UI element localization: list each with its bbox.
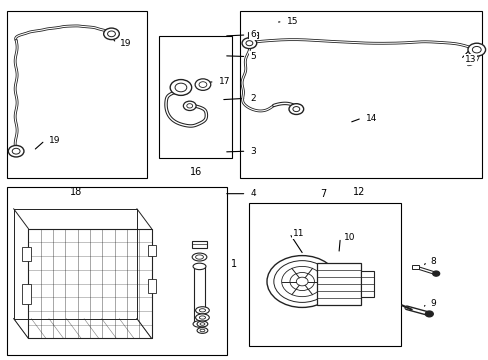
Circle shape [242, 38, 256, 49]
Circle shape [432, 271, 439, 276]
Circle shape [467, 43, 485, 56]
Circle shape [245, 41, 252, 46]
Bar [21, 284, 31, 304]
Ellipse shape [193, 263, 205, 270]
Circle shape [170, 80, 191, 95]
Text: 12: 12 [352, 187, 365, 197]
Ellipse shape [195, 255, 203, 259]
Text: 13: 13 [464, 55, 475, 64]
Circle shape [266, 256, 337, 307]
Text: 9: 9 [429, 299, 435, 307]
Circle shape [273, 261, 330, 302]
Text: 2: 2 [250, 94, 256, 103]
Text: 15: 15 [286, 17, 298, 26]
Ellipse shape [199, 316, 205, 319]
Bar [248, 32, 258, 38]
Bar [7, 11, 146, 178]
Text: 16: 16 [189, 167, 202, 177]
Text: 18: 18 [69, 187, 82, 197]
Bar [147, 245, 156, 256]
Text: 8: 8 [429, 256, 435, 265]
Bar [147, 279, 156, 293]
Circle shape [183, 101, 196, 111]
Bar [239, 11, 481, 178]
Circle shape [425, 311, 432, 317]
Text: 10: 10 [344, 233, 355, 242]
Text: 6: 6 [250, 31, 256, 40]
Circle shape [471, 46, 480, 53]
Text: 14: 14 [365, 113, 376, 122]
Bar [159, 36, 232, 158]
Text: 19: 19 [49, 136, 61, 145]
Circle shape [288, 104, 303, 114]
Circle shape [8, 145, 24, 157]
Circle shape [175, 83, 186, 92]
Text: 3: 3 [250, 147, 256, 156]
Text: 5: 5 [250, 52, 256, 61]
Ellipse shape [197, 328, 207, 333]
Bar [360, 271, 373, 297]
Text: 17: 17 [218, 77, 230, 86]
Bar [7, 187, 227, 355]
Circle shape [103, 28, 119, 40]
Ellipse shape [195, 307, 209, 314]
Ellipse shape [200, 323, 204, 325]
Circle shape [281, 266, 322, 297]
Circle shape [12, 148, 20, 154]
Text: 4: 4 [250, 189, 256, 198]
Bar [193, 266, 205, 324]
Ellipse shape [197, 321, 207, 327]
Circle shape [186, 104, 192, 108]
Circle shape [107, 31, 115, 37]
Circle shape [289, 273, 314, 291]
Bar [316, 263, 360, 305]
Circle shape [195, 79, 210, 90]
Bar [249, 203, 400, 346]
Bar [192, 241, 206, 248]
Circle shape [296, 277, 307, 286]
Ellipse shape [192, 253, 206, 261]
Circle shape [292, 107, 299, 112]
Text: 11: 11 [293, 229, 305, 238]
Bar [411, 265, 418, 269]
Text: 1: 1 [230, 258, 237, 269]
Circle shape [199, 82, 206, 87]
Text: 7: 7 [320, 189, 326, 199]
Bar [28, 229, 151, 338]
Ellipse shape [195, 314, 209, 321]
Ellipse shape [199, 309, 205, 312]
Ellipse shape [200, 329, 204, 332]
Ellipse shape [193, 321, 205, 327]
Bar [21, 247, 31, 261]
Text: 19: 19 [120, 39, 132, 48]
